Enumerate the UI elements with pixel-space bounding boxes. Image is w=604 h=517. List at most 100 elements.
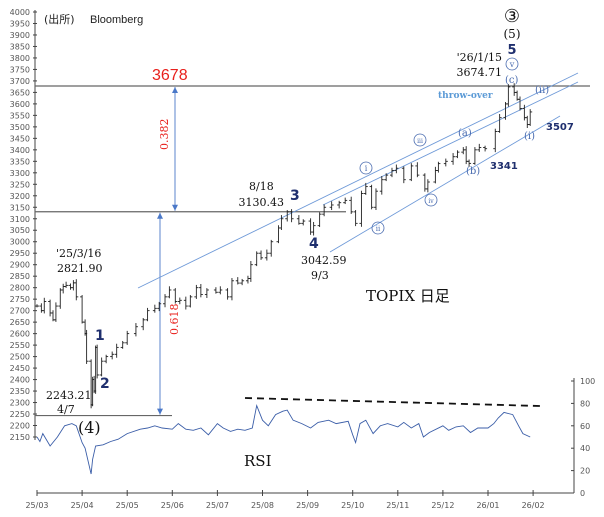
y-tick-label: 2950	[10, 249, 30, 258]
y-tick-label: 3750	[10, 65, 30, 74]
y-right-tick-label: 40	[580, 444, 590, 453]
wave-1-label: 1	[95, 328, 105, 344]
x-tick-label: 26/02	[522, 501, 545, 510]
svg-text:v: v	[509, 60, 515, 69]
y-tick-label: 3000	[10, 238, 30, 247]
sub-wave-iv: iv	[424, 193, 438, 207]
y-tick-label: 3650	[10, 88, 30, 97]
y-tick-label: 4000	[10, 8, 30, 17]
y-tick-label: 3500	[10, 123, 30, 132]
fib-arrow-upper-head	[172, 204, 178, 211]
sub-wave-ii: ii	[371, 221, 385, 235]
y-tick-label: 2500	[10, 353, 30, 362]
y-axis-right: 0 20 40 60 80 100	[571, 377, 595, 498]
circled-3-label: ③	[504, 6, 520, 27]
y-right-tick-label: 60	[580, 422, 590, 431]
y-right-tick-label: 0	[580, 489, 585, 498]
fib-arrow-lower-head	[157, 212, 163, 219]
wave-2-label: 2	[100, 376, 110, 392]
source-label: (出所)	[44, 12, 75, 26]
low-apr-value: 2243.21	[46, 389, 92, 402]
svg-text:i: i	[365, 164, 368, 173]
y-tick-label: 2750	[10, 295, 30, 304]
channel-line-3	[329, 115, 561, 253]
y-tick-label: 2850	[10, 272, 30, 281]
wave-3-value: 3130.43	[239, 196, 285, 209]
y-tick-label: 2200	[10, 422, 30, 431]
new-wave-i-value: 3507	[546, 122, 574, 133]
y-tick-label: 2450	[10, 364, 30, 373]
paren-5-label: (5)	[504, 27, 521, 41]
y-right-tick-label: 100	[580, 377, 595, 386]
svg-text:iv: iv	[428, 198, 434, 205]
sub-wave-b-value: 3341	[490, 161, 518, 172]
y-tick-label: 3600	[10, 100, 30, 109]
throw-over-label: throw-over	[438, 91, 493, 101]
svg-text:iii: iii	[417, 138, 423, 145]
x-tick-label: 26/01	[476, 501, 499, 510]
wave-5-label: 5	[507, 43, 516, 58]
y-tick-label: 2600	[10, 330, 30, 339]
x-tick-label: 25/11	[386, 501, 409, 510]
sub-wave-v: v	[505, 57, 519, 71]
rsi-divergence-line	[244, 397, 541, 407]
y-tick-label: 3050	[10, 226, 30, 235]
y-tick-label: 3200	[10, 192, 30, 201]
y-tick-label: 3800	[10, 54, 30, 63]
trend-channel	[137, 72, 579, 289]
y-tick-label: 3950	[10, 19, 30, 28]
y-tick-label: 3550	[10, 111, 30, 120]
new-wave-i: (i)	[524, 131, 535, 142]
sub-wave-i: i	[359, 161, 373, 175]
wave-4-label: 4	[309, 236, 319, 252]
x-tick-label: 25/05	[116, 501, 139, 510]
y-tick-label: 3350	[10, 157, 30, 166]
y-tick-label: 3400	[10, 146, 30, 155]
y-tick-label: 2800	[10, 284, 30, 293]
wave-5-value: 3674.71	[457, 66, 503, 79]
new-wave-ii: (ii)	[535, 85, 549, 96]
y-tick-label: 3850	[10, 42, 30, 51]
y-tick-label: 3700	[10, 77, 30, 86]
x-tick-label: 25/07	[206, 501, 229, 510]
x-tick-label: 25/10	[341, 501, 364, 510]
y-tick-label: 2700	[10, 307, 30, 316]
y-tick-label: 3250	[10, 180, 30, 189]
y-tick-label: 3300	[10, 169, 30, 178]
source-name: Bloomberg	[90, 14, 143, 26]
y-tick-label: 3150	[10, 203, 30, 212]
x-tick-label: 25/09	[296, 501, 319, 510]
y-tick-label: 2650	[10, 318, 30, 327]
fib-upper-label: 0.382	[158, 119, 171, 151]
x-tick-label: 25/08	[251, 501, 274, 510]
svg-text:ii: ii	[376, 225, 381, 233]
y-tick-label: 2250	[10, 410, 30, 419]
wave-3-date: 8/18	[249, 180, 274, 193]
x-tick-label: 25/03	[25, 501, 48, 510]
y-tick-label: 3100	[10, 215, 30, 224]
wave-4-date: 9/3	[311, 269, 329, 282]
high-mar-date: '25/3/16	[56, 247, 101, 260]
sub-wave-c: (c)	[505, 75, 519, 86]
channel-line-1	[137, 72, 579, 289]
y-tick-label: 3900	[10, 31, 30, 40]
y-tick-label: 2150	[10, 433, 30, 442]
y-tick-label: 2550	[10, 341, 30, 350]
y-tick-label: 2900	[10, 261, 30, 270]
fib-arrow-lower-head	[157, 408, 163, 415]
low-apr-date: 4/7	[57, 403, 75, 416]
wave-5-date: '26/1/15	[457, 51, 502, 64]
wave-4-major-label: (4)	[78, 418, 101, 437]
price-bars	[35, 83, 533, 409]
y-axis-left: 2150 2200 2250 2300 2350 2400 2450 2500 2550 2600…	[10, 8, 37, 442]
target-label: 3678	[152, 67, 188, 84]
y-tick-label: 3450	[10, 134, 30, 143]
fib-arrow-upper-head	[172, 86, 178, 93]
x-tick-label: 25/12	[431, 501, 454, 510]
x-axis: 25/03 25/04 25/05 25/06 25/07 25/08 25/09 25/10…	[25, 490, 574, 510]
sub-wave-iii: iii	[413, 133, 427, 147]
wave-4-value: 3042.59	[301, 254, 347, 267]
sub-wave-b: (b)	[466, 166, 480, 177]
rsi-title: RSI	[244, 452, 272, 470]
